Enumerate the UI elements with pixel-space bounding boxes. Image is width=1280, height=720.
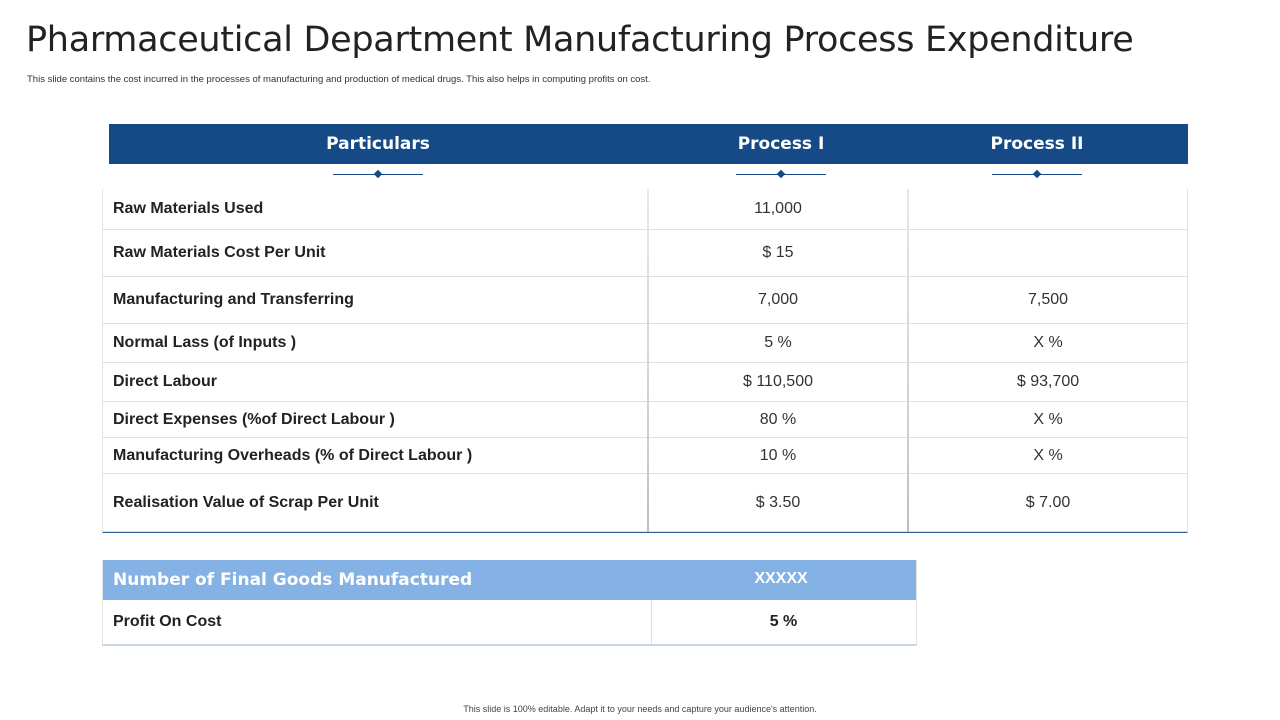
header-marker-particulars bbox=[333, 169, 423, 179]
summary-table: Number of Final Goods Manufactured XXXXX… bbox=[102, 560, 917, 646]
table-row: Raw Materials Used 11,000 bbox=[103, 189, 1187, 230]
row-process-2-value: X % bbox=[1033, 410, 1063, 428]
row-process-2-value: $ 93,700 bbox=[1016, 373, 1080, 390]
row-label: Manufacturing and Transferring bbox=[113, 291, 354, 308]
row-process-1-value: $ 110,500 bbox=[743, 373, 813, 390]
row-process-1-value: 7,000 bbox=[757, 291, 799, 308]
row-label: Direct Labour bbox=[113, 373, 218, 390]
header-marker-process-2 bbox=[992, 169, 1082, 179]
row-process-1-value: $ 15 bbox=[762, 244, 794, 261]
row-process-1-value: $ 3.50 bbox=[755, 493, 801, 511]
row-process-2-value: X % bbox=[1033, 334, 1063, 351]
table-header: Particulars Process I Process II bbox=[109, 124, 1188, 164]
column-divider bbox=[907, 189, 909, 532]
table-row: Manufacturing and Transferring 7,000 7,5… bbox=[103, 277, 1187, 324]
footer-note: This slide is 100% editable. Adapt it to… bbox=[463, 704, 817, 714]
row-process-1-value: 80 % bbox=[759, 410, 797, 428]
summary-row: Profit On Cost 5 % bbox=[103, 600, 916, 644]
row-process-2-value bbox=[908, 230, 1188, 276]
summary-row-value: 5 % bbox=[769, 613, 798, 630]
table-row: Direct Expenses (%of Direct Labour ) 80 … bbox=[103, 402, 1187, 438]
table-row: Direct Labour $ 110,500 $ 93,700 bbox=[103, 363, 1187, 402]
row-process-2-value: X % bbox=[1033, 446, 1063, 464]
header-marker-process-1 bbox=[736, 169, 826, 179]
header-process-2: Process II bbox=[990, 134, 1084, 154]
row-process-1-value: 11,000 bbox=[754, 200, 802, 217]
row-label: Realisation Value of Scrap Per Unit bbox=[113, 493, 379, 511]
page-title: Pharmaceutical Department Manufacturing … bbox=[26, 20, 1134, 60]
row-label: Normal Lass (of Inputs ) bbox=[113, 334, 297, 351]
summary-header: Number of Final Goods Manufactured XXXXX bbox=[103, 560, 916, 600]
summary-header-label: Number of Final Goods Manufactured bbox=[113, 570, 473, 590]
header-particulars: Particulars bbox=[326, 134, 430, 154]
table-row: Normal Lass (of Inputs ) 5 % X % bbox=[103, 324, 1187, 363]
column-divider bbox=[647, 189, 649, 532]
row-process-1-value: 5 % bbox=[764, 334, 792, 351]
table-row: Raw Materials Cost Per Unit $ 15 bbox=[103, 230, 1187, 277]
column-divider bbox=[651, 600, 652, 644]
summary-row-label: Profit On Cost bbox=[113, 613, 222, 630]
row-label: Direct Expenses (%of Direct Labour ) bbox=[113, 410, 395, 428]
row-label: Manufacturing Overheads (% of Direct Lab… bbox=[113, 446, 473, 464]
row-process-2-value: 7,500 bbox=[1027, 291, 1069, 308]
page-subtitle: This slide contains the cost incurred in… bbox=[27, 74, 651, 85]
table-row: Realisation Value of Scrap Per Unit $ 3.… bbox=[103, 474, 1187, 532]
expenditure-table: Raw Materials Used 11,000 Raw Materials … bbox=[102, 189, 1188, 533]
summary-header-value: XXXXX bbox=[754, 570, 808, 587]
row-process-2-value bbox=[908, 189, 1188, 229]
row-label: Raw Materials Cost Per Unit bbox=[113, 244, 326, 261]
row-process-1-value: 10 % bbox=[759, 446, 797, 464]
table-row: Manufacturing Overheads (% of Direct Lab… bbox=[103, 438, 1187, 474]
row-label: Raw Materials Used bbox=[113, 200, 264, 217]
row-process-2-value: $ 7.00 bbox=[1025, 493, 1071, 511]
header-process-1: Process I bbox=[737, 134, 825, 154]
